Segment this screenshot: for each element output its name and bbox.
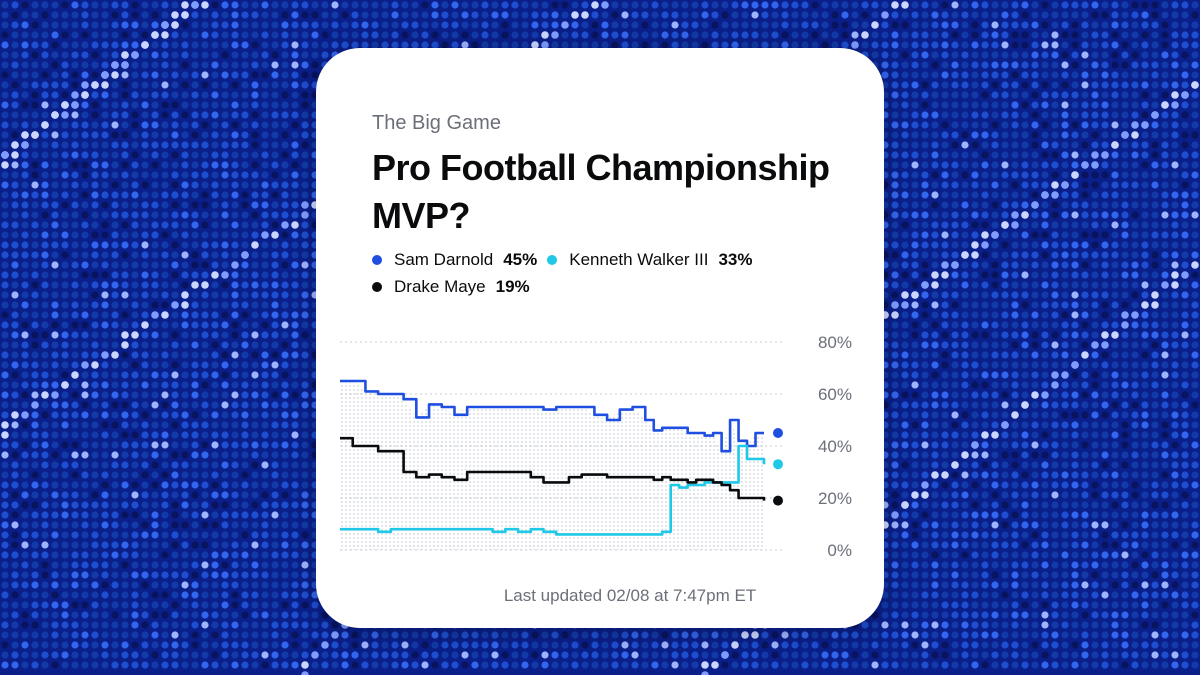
line-chart: 80% 60% 40% 20% 0%: [340, 333, 852, 560]
sam-dot-icon: [372, 255, 382, 265]
series-endpoint-sam-darnold[interactable]: [773, 428, 783, 438]
legend-item-drake: Drake Maye 19%: [372, 277, 530, 297]
legend-pct: 45%: [503, 250, 538, 269]
legend-row-2: Drake Maye 19%: [372, 275, 540, 299]
area-fill: [340, 381, 764, 550]
legend-name: Sam Darnold: [394, 250, 494, 269]
legend-row-1: Sam Darnold 45% Kenneth Walker III 33%: [372, 248, 763, 272]
series-endpoint-drake-maye[interactable]: [773, 495, 783, 506]
y-tick-label: 60%: [818, 385, 852, 404]
market-card[interactable]: The Big Game Pro Football Championship M…: [316, 48, 884, 628]
series-line-drake-maye: [340, 436, 766, 501]
kenneth-dot-icon: [547, 255, 558, 265]
legend-name: Drake Maye: [394, 277, 486, 296]
legend-name: Kenneth Walker III: [569, 250, 709, 269]
y-tick-label: 40%: [818, 437, 852, 456]
card-title: Pro Football Championship MVP?: [372, 147, 830, 236]
last-updated: Last updated 02/08 at 7:47pm ET: [503, 586, 757, 605]
series-line-sam-darnold: [340, 379, 764, 453]
y-tick-label: 80%: [818, 333, 852, 352]
legend-item-kenneth: Kenneth Walker III 33%: [547, 250, 753, 270]
series-endpoint-kenneth-walker-iii[interactable]: [773, 459, 783, 470]
card-subtitle: The Big Game: [372, 112, 501, 134]
legend-pct: 33%: [718, 250, 753, 269]
y-tick-label: 20%: [818, 489, 852, 508]
legend-pct: 19%: [495, 277, 530, 296]
drake-dot-icon: [372, 282, 382, 292]
legend-item-sam: Sam Darnold 45%: [372, 250, 537, 270]
y-tick-label: 0%: [827, 541, 852, 560]
